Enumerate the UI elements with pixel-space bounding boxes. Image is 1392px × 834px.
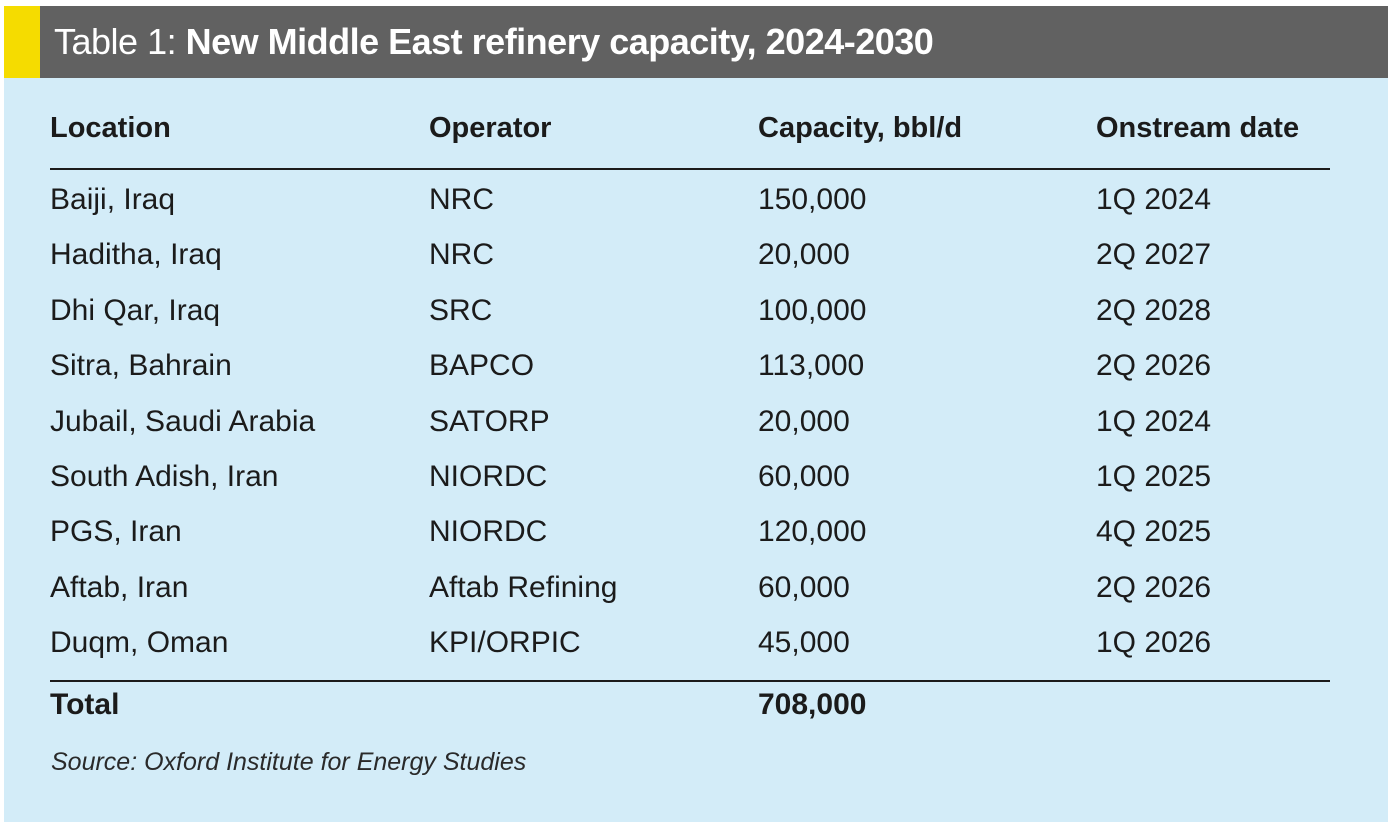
cell-operator: SRC	[429, 293, 493, 327]
cell-onstream-date: 2Q 2028	[1096, 293, 1212, 327]
table-row: Duqm, Oman KPI/ORPIC 45,000 1Q 2026	[50, 615, 1330, 671]
table-row: Dhi Qar, Iraq SRC 100,000 2Q 2028	[50, 283, 1330, 339]
table-row: Sitra, Bahrain BAPCO 113,000 2Q 2026	[50, 338, 1330, 394]
table-row: Baiji, Iraq NRC 150,000 1Q 2024	[50, 172, 1330, 228]
table-title-prefix: Table 1:	[54, 21, 186, 62]
cell-operator: NIORDC	[429, 515, 548, 549]
table-header-row: Location Operator Capacity, bbl/d Onstre…	[50, 100, 1330, 156]
cell-operator: SATORP	[429, 404, 550, 438]
table-row: Aftab, Iran Aftab Refining 60,000 2Q 2026	[50, 560, 1330, 616]
cell-onstream-date: 2Q 2026	[1096, 349, 1212, 383]
cell-capacity: 20,000	[758, 238, 850, 272]
source-note: Source: Oxford Institute for Energy Stud…	[51, 748, 527, 776]
cell-operator: Aftab Refining	[429, 570, 618, 604]
cell-location: Duqm, Oman	[50, 626, 229, 660]
cell-onstream-date: 2Q 2026	[1096, 570, 1212, 604]
header-rule	[50, 168, 1330, 170]
cell-location: Sitra, Bahrain	[50, 349, 232, 383]
table-title: Table 1: New Middle East refinery capaci…	[54, 6, 934, 78]
table-row: Jubail, Saudi Arabia SATORP 20,000 1Q 2024	[50, 394, 1330, 450]
cell-capacity: 60,000	[758, 460, 850, 493]
cell-operator: BAPCO	[429, 349, 535, 383]
cell-capacity: 60,000	[758, 570, 850, 604]
total-capacity: 708,000	[758, 688, 867, 721]
cell-capacity: 100,000	[758, 293, 867, 327]
cell-onstream-date: 2Q 2027	[1096, 238, 1212, 272]
cell-operator: KPI/ORPIC	[429, 626, 581, 660]
cell-location: Baiji, Iraq	[50, 183, 176, 216]
cell-onstream-date: 1Q 2025	[1096, 460, 1212, 493]
total-label: Total	[50, 688, 120, 721]
cell-onstream-date: 4Q 2025	[1096, 515, 1212, 549]
table-panel: Table 1: New Middle East refinery capaci…	[4, 6, 1388, 822]
cell-operator: NIORDC	[429, 460, 548, 493]
cell-capacity: 150,000	[758, 183, 867, 216]
cell-onstream-date: 1Q 2024	[1096, 404, 1212, 438]
cell-capacity: 45,000	[758, 626, 850, 660]
cell-location: PGS, Iran	[50, 515, 182, 549]
table-row: PGS, Iran NIORDC 120,000 4Q 2025	[50, 504, 1330, 560]
cell-onstream-date: 1Q 2026	[1096, 626, 1212, 660]
cell-onstream-date: 1Q 2024	[1096, 183, 1212, 216]
title-accent-stripe	[4, 6, 40, 78]
table-row: South Adish, Iran NIORDC 60,000 1Q 2025	[50, 449, 1330, 505]
column-header-operator: Operator	[429, 112, 552, 144]
table-title-main: New Middle East refinery capacity, 2024-…	[185, 21, 934, 62]
cell-capacity: 113,000	[758, 349, 865, 383]
table-total-row: Total 708,000	[50, 677, 1330, 733]
cell-location: South Adish, Iran	[50, 460, 279, 493]
cell-location: Aftab, Iran	[50, 570, 189, 604]
cell-operator: NRC	[429, 238, 494, 272]
cell-location: Dhi Qar, Iraq	[50, 293, 221, 327]
cell-capacity: 20,000	[758, 404, 850, 438]
cell-location: Jubail, Saudi Arabia	[50, 404, 316, 438]
column-header-capacity: Capacity, bbl/d	[758, 112, 963, 144]
total-rule	[50, 680, 1330, 682]
title-bar: Table 1: New Middle East refinery capaci…	[4, 6, 1388, 78]
cell-location: Haditha, Iraq	[50, 238, 222, 272]
cell-capacity: 120,000	[758, 515, 867, 549]
table-row: Haditha, Iraq NRC 20,000 2Q 2027	[50, 227, 1330, 283]
column-header-onstream-date: Onstream date	[1096, 112, 1300, 144]
cell-operator: NRC	[429, 183, 494, 216]
column-header-location: Location	[50, 112, 171, 144]
